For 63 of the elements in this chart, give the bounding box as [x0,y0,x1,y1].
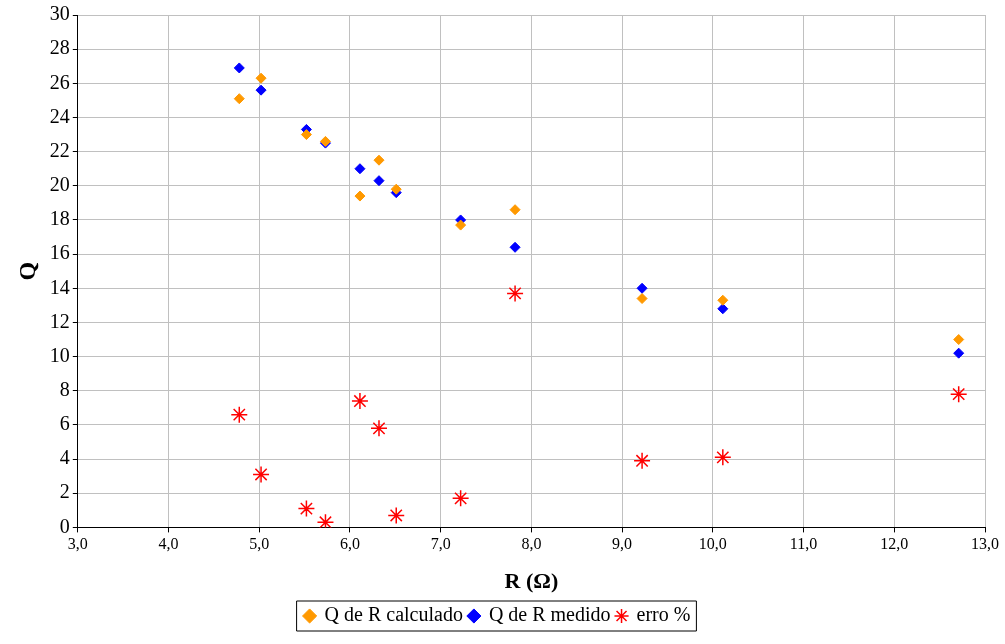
y-tick-label: 20 [49,173,70,196]
point [230,405,249,424]
point [636,282,648,294]
point [455,219,467,231]
x-tick-label: 3,0 [67,535,88,553]
y-tick-label: 2 [59,480,70,503]
x-tick-label: 9,0 [612,535,633,553]
point [636,293,648,305]
point [233,93,245,105]
y-axis-title: Q [13,261,40,281]
x-tick-label: 6,0 [339,535,360,553]
y-tick-label: 10 [49,343,70,366]
y-tick-label: 22 [49,138,70,161]
point [717,303,729,315]
point [300,129,312,141]
y-tick-label: 24 [49,104,70,127]
y-tick-label: 16 [49,241,70,264]
point [390,183,402,195]
point [255,72,267,84]
point [316,513,335,528]
point [233,62,245,74]
x-axis-title: R (Ω) [504,568,559,594]
y-tick-label: 12 [49,309,70,332]
y-tick-label: 4 [59,446,70,469]
y-tick-label: 30 [49,2,70,25]
y-tick-label: 18 [49,207,70,230]
x-tick-label: 5,0 [249,535,270,553]
x-tick-label: 13,0 [971,535,999,553]
legend-label: Q de R medido [488,603,611,626]
point [714,448,732,467]
x-tick-label: 7,0 [430,535,451,553]
point [633,452,651,470]
y-tick-label: 8 [59,378,70,401]
point [949,385,968,403]
point [373,175,385,187]
point [370,419,388,438]
legend-label: Q de R calculado [324,603,463,626]
x-tick-label: 11,0 [789,535,818,553]
point [509,241,521,253]
x-tick-label: 4,0 [158,535,179,553]
legend-label: erro % [636,603,691,626]
point [354,163,366,175]
point [252,465,270,484]
point [351,392,369,410]
point [953,334,965,346]
point [506,284,524,303]
point [354,190,366,202]
point [387,506,405,525]
x-tick-label: 10,0 [698,535,727,553]
point [451,489,470,508]
point [509,204,521,216]
y-tick-label: 14 [49,275,70,298]
x-tick-label: 12,0 [880,535,909,553]
y-tick-label: 28 [49,36,70,59]
point [953,347,965,359]
point [255,84,267,96]
y-tick-label: 0 [59,514,70,537]
point [717,294,729,306]
point [373,154,385,166]
point [297,499,316,518]
x-tick-label: 8,0 [521,535,542,553]
y-tick-label: 6 [59,412,70,435]
y-tick-label: 26 [49,70,70,93]
